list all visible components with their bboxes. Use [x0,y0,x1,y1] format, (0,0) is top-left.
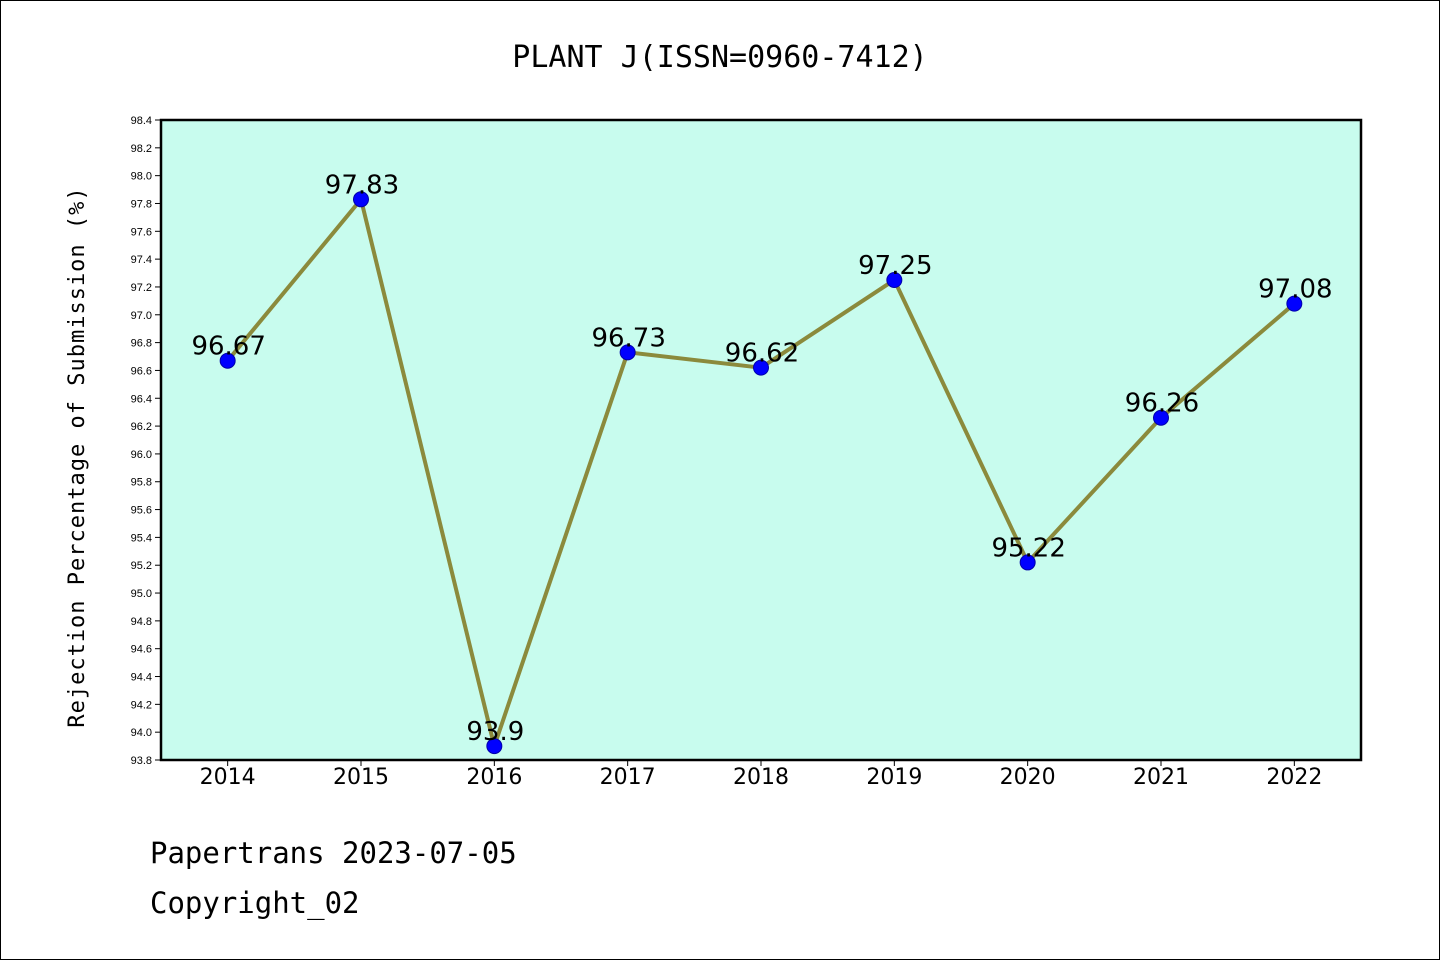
y-tick-label: 94.0 [131,727,152,739]
footer-date: Papertrans 2023-07-05 [150,836,517,870]
x-axis: 2014 2015 2016 2017 2018 2019 2020 2021 2022 [200,760,1322,790]
x-tick-label: 2022 [1266,765,1322,790]
data-label: 97.08 [1258,275,1332,305]
x-tick-label: 2017 [600,765,656,790]
data-point [1153,409,1169,426]
chart-title: PLANT J(ISSN=0960-7412) [512,40,927,75]
data-point [619,344,636,361]
y-tick-label: 93.8 [131,755,152,767]
y-tick-label: 98.4 [131,115,152,127]
x-tick-label: 2018 [733,765,789,790]
y-tick-label: 94.6 [131,644,152,656]
y-tick-label: 95.2 [131,560,152,572]
plot-area [161,120,1361,760]
data-label: 93.9 [466,717,524,747]
data-point [353,191,369,208]
x-tick-label: 2014 [200,765,256,790]
y-tick-label: 96.8 [131,338,152,350]
data-label: 96.26 [1125,389,1199,419]
plot-border [159,118,1363,762]
y-tick-label: 95.4 [131,532,152,544]
y-tick-label: 94.8 [131,616,152,628]
data-point [219,352,236,369]
x-tick-label: 2016 [466,765,522,790]
footer-copyright: Copyright_02 [150,886,360,920]
y-tick-label: 96.2 [131,421,152,433]
data-point [753,359,769,376]
series [219,191,1303,755]
data-label: 96.73 [591,323,665,353]
y-tick-label: 94.2 [131,699,152,711]
data-point [1286,295,1303,312]
x-tick-label: 2015 [333,765,389,790]
data-labels: 96.67 97.83 93.9 96.73 96.62 97.25 95.22 96.26 9… [191,170,1332,747]
data-label: 96.67 [191,332,265,362]
y-tick-label: 96.0 [131,449,152,461]
y-tick-label: 97.8 [131,198,152,210]
y-tick-label: 98.0 [131,171,152,183]
data-label: 97.83 [325,170,399,200]
y-tick-label: 95.8 [131,477,152,489]
data-point [886,272,903,288]
x-tick-label: 2020 [1000,765,1056,790]
y-tick-label: 98.2 [131,143,152,155]
y-tick-label: 95.6 [131,505,152,517]
y-tick-label: 96.4 [131,393,152,405]
data-label: 97.25 [858,251,932,281]
y-tick-label: 97.6 [131,226,152,238]
y-axis-label: Rejection Percentage of Submission (%) [65,186,90,727]
y-tick-label: 97.0 [131,310,152,322]
y-axis: 93.8 94.0 94.2 94.4 94.6 94.8 95.0 95.2 95.4 95.6… [131,115,161,767]
y-tick-label: 96.6 [131,365,152,377]
data-point [1019,554,1036,571]
data-point [486,738,503,755]
y-tick-label: 95.0 [131,588,152,600]
y-tick-label: 97.2 [131,282,152,294]
x-tick-label: 2019 [866,765,922,790]
y-tick-label: 97.4 [131,254,152,266]
data-label: 96.62 [725,339,799,369]
data-label: 95.22 [991,533,1065,563]
x-tick-label: 2021 [1133,765,1189,790]
y-tick-label: 94.4 [131,672,152,684]
